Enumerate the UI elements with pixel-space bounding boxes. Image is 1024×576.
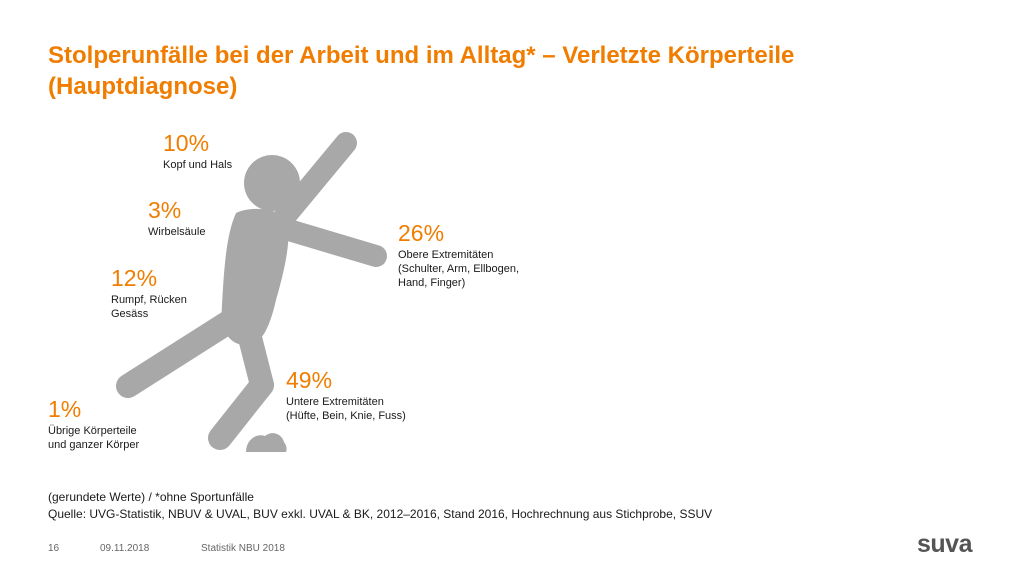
stat-obere: 26% Obere Extremitäten (Schulter, Arm, E… xyxy=(398,220,519,290)
stat-kopf: 10% Kopf und Hals xyxy=(163,130,232,172)
suva-logo: suva xyxy=(917,530,972,558)
stat-uebrige-percent: 1% xyxy=(48,396,82,422)
stat-rumpf-label-1: Rumpf, Rücken xyxy=(111,294,187,306)
slide-title: Stolperunfälle bei der Arbeit und im All… xyxy=(48,42,795,100)
stat-obere-percent: 26% xyxy=(398,220,445,246)
figure-front-leg-lower xyxy=(208,373,274,450)
stat-untere-label-1: Untere Extremitäten xyxy=(286,396,384,408)
stat-uebrige: 1% Übrige Körperteile und ganzer Körper xyxy=(48,396,139,452)
stat-wirbelsaeule-percent: 3% xyxy=(148,197,182,223)
stat-obere-label-1: Obere Extremitäten xyxy=(398,249,494,261)
stat-wirbelsaeule-label: Wirbelsäule xyxy=(148,226,206,238)
figure-head xyxy=(244,155,300,211)
footer-date: 09.11.2018 xyxy=(100,543,150,554)
figure-raised-arm xyxy=(267,132,357,236)
stat-kopf-percent: 10% xyxy=(163,130,210,156)
stat-wirbelsaeule: 3% Wirbelsäule xyxy=(148,197,205,239)
stat-uebrige-label-2: und ganzer Körper xyxy=(48,439,140,451)
stone-obstacle xyxy=(246,433,287,452)
stat-untere: 49% Untere Extremitäten (Hüfte, Bein, Kn… xyxy=(286,367,406,423)
stat-untere-label-2: (Hüfte, Bein, Knie, Fuss) xyxy=(286,410,406,422)
stat-uebrige-label-1: Übrige Körperteile xyxy=(48,425,137,437)
footer-page-number: 16 xyxy=(48,543,60,554)
stat-kopf-label: Kopf und Hals xyxy=(163,159,233,171)
stat-rumpf-label-2: Gesäss xyxy=(111,308,149,320)
stat-rumpf: 12% Rumpf, Rücken Gesäss xyxy=(111,265,187,321)
footnote-rounded: (gerundete Werte) / *ohne Sportunfälle xyxy=(48,490,254,504)
stat-obere-label-3: Hand, Finger) xyxy=(398,277,466,289)
footer-presentation-name: Statistik NBU 2018 xyxy=(201,543,285,554)
figure-back-arm xyxy=(251,211,387,267)
stat-rumpf-percent: 12% xyxy=(111,265,158,291)
stat-obere-label-2: (Schulter, Arm, Ellbogen, xyxy=(398,263,520,275)
figure-back-leg xyxy=(116,306,247,398)
footnote-source: Quelle: UVG-Statistik, NBUV & UVAL, BUV … xyxy=(48,507,713,521)
stat-untere-percent: 49% xyxy=(286,367,333,393)
